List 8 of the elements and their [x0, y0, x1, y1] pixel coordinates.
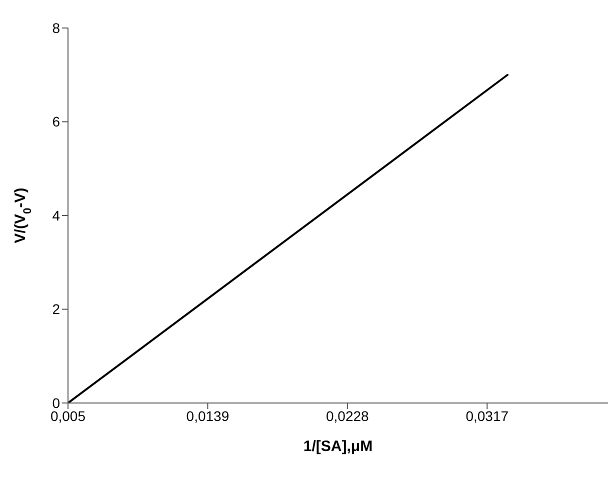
x-tick-label: 0,0317 [466, 408, 509, 424]
y-tick-label: 8 [52, 20, 60, 36]
x-tick-label: 0,0228 [326, 408, 370, 424]
y-tick-label: 2 [52, 301, 60, 318]
x-tick-label: 0,0139 [186, 408, 230, 424]
x-axis-title: 1/[SA],μM [303, 438, 373, 455]
y-tick-label: 4 [52, 207, 60, 224]
y-tick-label: 6 [52, 114, 60, 130]
